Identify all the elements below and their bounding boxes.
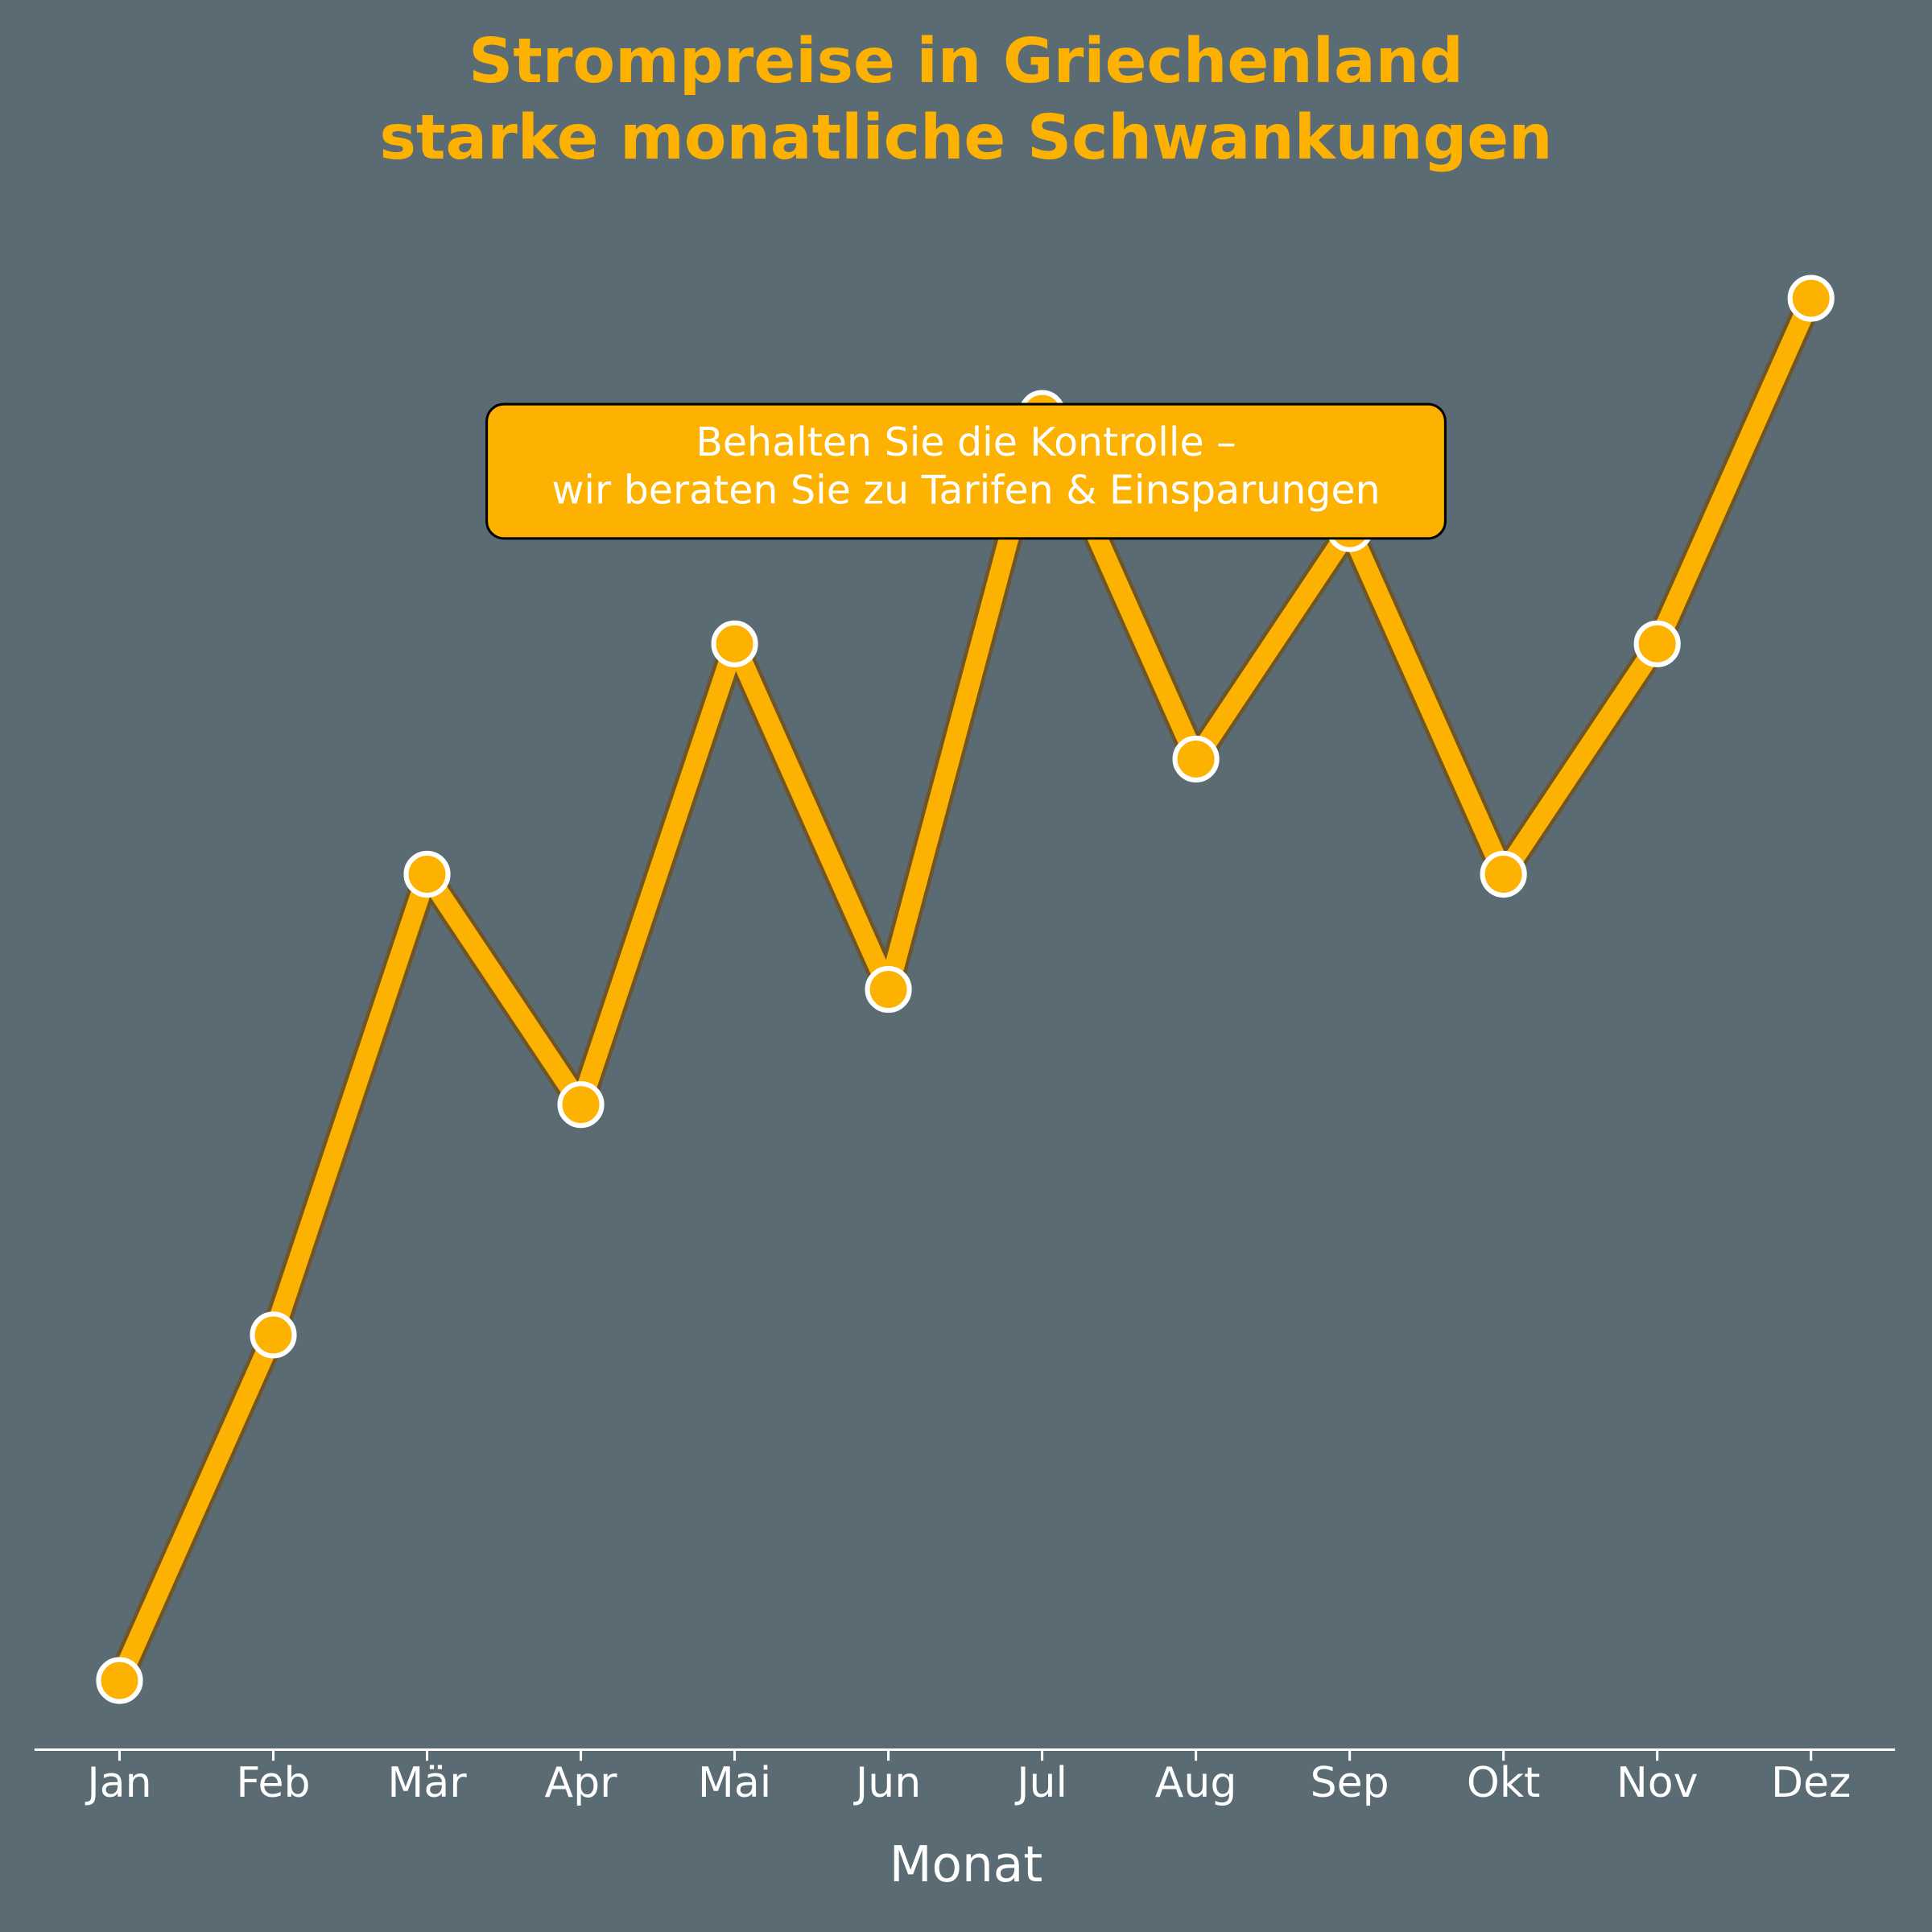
marker xyxy=(1172,735,1220,782)
x-tick-label: Mai xyxy=(698,1759,771,1807)
x-axis-label: Monat xyxy=(890,1836,1043,1893)
x-tick-label: Okt xyxy=(1467,1759,1541,1807)
x-tick-label: Jan xyxy=(85,1759,151,1807)
marker xyxy=(403,850,451,898)
line xyxy=(110,294,1820,1685)
x-tick-label: Mär xyxy=(387,1759,467,1807)
x-tick-label: Sep xyxy=(1311,1759,1389,1807)
marker xyxy=(557,1081,605,1129)
x-tick-label: Apr xyxy=(545,1759,618,1807)
marker xyxy=(1787,275,1835,322)
x-tick-label: Feb xyxy=(236,1759,310,1807)
annotation-text: wir beraten Sie zu Tarifen & Einsparunge… xyxy=(551,468,1380,514)
x-tick-label: Aug xyxy=(1155,1759,1237,1807)
x-tick-label: Jul xyxy=(1014,1759,1067,1807)
marker xyxy=(1480,850,1527,898)
x-tick-label: Nov xyxy=(1616,1759,1699,1807)
marker xyxy=(250,1311,297,1359)
marker xyxy=(96,1657,143,1704)
annotation-text: Behalten Sie die Kontrolle – xyxy=(696,419,1236,465)
x-tick-label: Jun xyxy=(853,1759,921,1807)
marker xyxy=(1633,620,1681,667)
marker xyxy=(711,620,758,667)
chart-title: Strompreise in Griechenland xyxy=(469,26,1463,97)
marker xyxy=(865,966,912,1013)
annotation-box xyxy=(485,402,1447,540)
chart-subtitle: starke monatliche Schwankungen xyxy=(379,102,1552,174)
x-tick-label: Dez xyxy=(1771,1759,1851,1807)
